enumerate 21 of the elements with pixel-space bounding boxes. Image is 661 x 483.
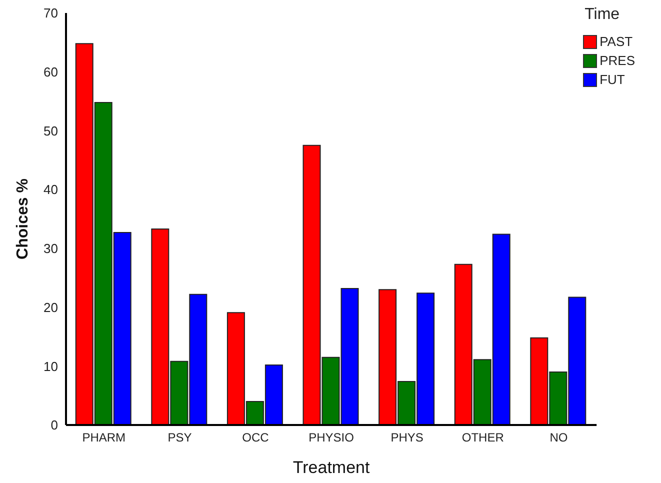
- y-tick-label: 60: [44, 64, 58, 80]
- x-tick-label: OCC: [242, 430, 270, 445]
- x-tick-label: PHYSIO: [308, 430, 354, 445]
- y-tick-label: 30: [44, 241, 58, 256]
- x-tick-label: PSY: [168, 430, 192, 445]
- legend-label: PRES: [600, 53, 635, 68]
- y-tick-label: 20: [44, 300, 58, 315]
- legend-label: PAST: [600, 34, 633, 49]
- x-tick-label: PHYS: [390, 430, 424, 445]
- x-tick-label: PHARM: [82, 430, 126, 445]
- y-tick-label: 40: [44, 182, 58, 198]
- y-tick-label: 10: [44, 358, 58, 374]
- y-tick-label: 0: [50, 418, 58, 433]
- y-axis-title: Choices %: [14, 178, 32, 260]
- y-tick-label: 70: [44, 6, 58, 21]
- x-tick-label: OTHER: [462, 430, 504, 445]
- x-axis-title: Treatment: [292, 458, 370, 477]
- x-tick-label: NO: [550, 430, 568, 445]
- y-tick-label: 50: [44, 123, 58, 138]
- legend-label: FUT: [600, 72, 625, 87]
- legend-title: Time: [584, 6, 621, 24]
